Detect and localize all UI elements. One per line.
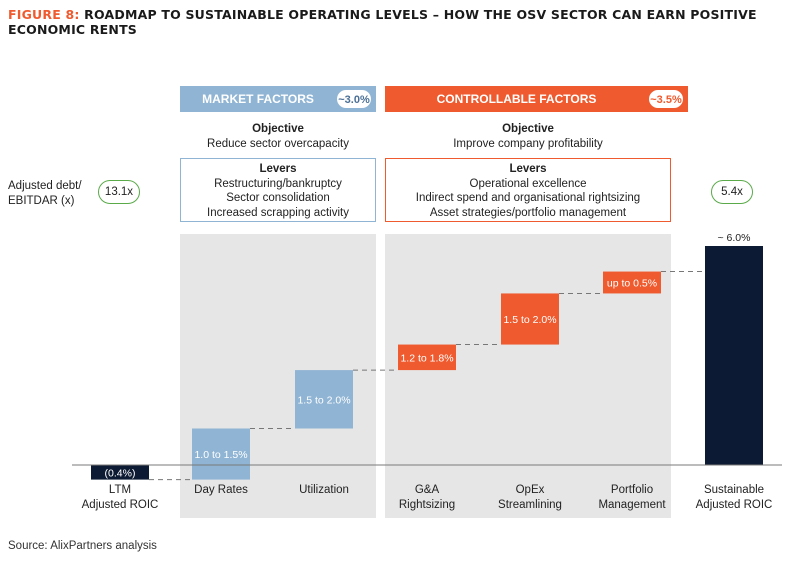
source-note: Source: AlixPartners analysis [8,540,157,552]
market-lever-item: Restructuring/bankruptcy [214,177,342,190]
bar-value-label: up to 0.5% [607,278,657,290]
waterfall-bar [91,465,149,480]
market-factors-header: MARKET FACTORS ~3.0% [180,86,376,112]
market-objective: Objective Reduce sector overcapacity [180,122,376,152]
category-label: Sustainable Adjusted ROIC [696,484,773,511]
controllable-lever-item: Indirect spend and organisational rights… [415,192,641,204]
bar-value-label: ~ 6.0% [718,232,751,244]
leverage-start-oval: 13.1x [98,180,140,204]
figure-title: FIGURE 8: ROADMAP TO SUSTAINABLE OPERATI… [8,7,788,37]
waterfall-bar [501,293,559,345]
category-label: OpEx Streamlining [498,484,562,511]
bar-value-label: (0.4%) [105,467,136,479]
category-label: LTM Adjusted ROIC [82,484,159,511]
controllable-factors-impact: ~3.5% [648,89,684,109]
controllable-objective: Objective Improve company profitability [385,122,671,152]
category-label: Portfolio Management [598,484,666,511]
leverage-label-line2: EBITDAR (x) [8,195,75,207]
market-levers-title: Levers [259,163,297,175]
market-objective-text: Reduce sector overcapacity [207,138,349,150]
controllable-lever-item: Asset strategies/portfolio management [429,206,627,219]
market-objective-title: Objective [252,123,304,135]
waterfall-bar [295,370,353,429]
controllable-objective-text: Improve company profitability [453,138,603,150]
market-lever-item: Increased scrapping activity [207,206,349,219]
market-levers-box: Levers Restructuring/bankruptcy Sector c… [180,158,376,222]
controllable-levers-box: Levers Operational excellence Indirect s… [385,158,671,222]
market-factors-label: MARKET FACTORS [202,92,314,106]
market-factors-impact: ~3.0% [336,89,372,109]
market-lever-item: Sector consolidation [226,192,330,204]
waterfall-bar [603,271,661,294]
controllable-factors-label: CONTROLLABLE FACTORS [436,92,597,106]
leverage-label-line1: Adjusted debt/ [8,180,82,192]
figure-number: FIGURE 8: [8,7,85,22]
waterfall-bar [705,246,763,465]
waterfall-bar [192,428,250,480]
category-label: Day Rates [194,484,248,496]
leverage-label: Adjusted debt/ EBITDAR (x) [8,179,82,209]
bar-value-label: 1.5 to 2.0% [297,394,350,406]
controllable-lever-item: Operational excellence [469,177,587,190]
category-label: G&A Rightsizing [399,484,455,511]
waterfall-bar [398,344,456,371]
controllable-factors-header: CONTROLLABLE FACTORS ~3.5% [385,86,688,112]
leverage-end-oval: 5.4x [711,180,753,204]
figure-title-text: ROADMAP TO SUSTAINABLE OPERATING LEVELS … [8,7,757,37]
category-label: Utilization [299,484,349,496]
bar-value-label: 1.2 to 1.8% [400,352,453,364]
bar-value-label: 1.0 to 1.5% [194,449,247,461]
bar-value-label: 1.5 to 2.0% [503,314,556,326]
controllable-levers-title: Levers [509,163,547,175]
controllable-objective-title: Objective [502,123,554,135]
